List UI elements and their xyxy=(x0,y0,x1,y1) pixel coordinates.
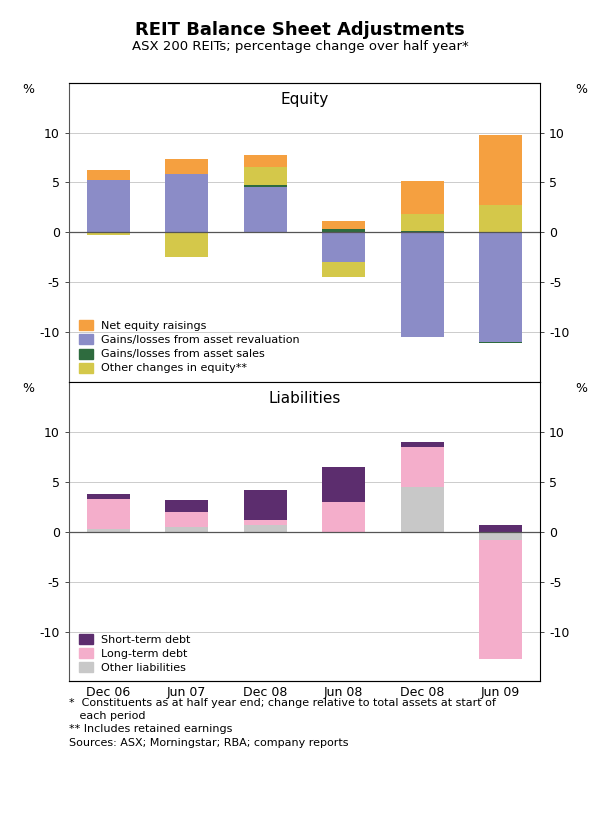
Bar xyxy=(401,447,444,487)
Bar xyxy=(479,525,523,532)
Bar xyxy=(244,155,287,167)
Bar xyxy=(165,174,208,232)
Bar xyxy=(244,490,287,520)
Bar xyxy=(244,520,287,525)
Bar xyxy=(165,527,208,532)
Bar xyxy=(401,232,444,337)
Bar xyxy=(322,232,365,263)
Bar xyxy=(479,206,523,232)
Legend: Short-term debt, Long-term debt, Other liabilities: Short-term debt, Long-term debt, Other l… xyxy=(79,634,191,673)
Bar xyxy=(322,221,365,229)
Text: Equity: Equity xyxy=(280,92,329,107)
Bar xyxy=(479,342,523,343)
Bar xyxy=(86,170,130,180)
Bar xyxy=(401,214,444,230)
Legend: Net equity raisings, Gains/losses from asset revaluation, Gains/losses from asse: Net equity raisings, Gains/losses from a… xyxy=(79,320,300,373)
Bar xyxy=(479,232,523,342)
Bar xyxy=(165,232,208,257)
Bar xyxy=(479,135,523,206)
Bar xyxy=(244,167,287,185)
Text: %: % xyxy=(575,83,587,96)
Bar xyxy=(86,232,130,235)
Bar xyxy=(86,499,130,529)
Bar xyxy=(244,525,287,532)
Bar xyxy=(165,512,208,527)
Text: %: % xyxy=(575,382,587,395)
Bar xyxy=(479,532,523,539)
Bar xyxy=(322,229,365,232)
Bar xyxy=(165,500,208,512)
Bar xyxy=(322,263,365,278)
Text: %: % xyxy=(22,382,34,395)
Bar xyxy=(401,230,444,232)
Bar xyxy=(322,502,365,532)
Text: *  Constituents as at half year end; change relative to total assets at start of: * Constituents as at half year end; chan… xyxy=(69,698,496,748)
Bar xyxy=(401,181,444,214)
Bar xyxy=(86,180,130,232)
Bar xyxy=(322,467,365,502)
Bar xyxy=(401,487,444,532)
Bar xyxy=(86,494,130,499)
Bar xyxy=(86,529,130,532)
Bar xyxy=(401,442,444,447)
Bar xyxy=(165,159,208,174)
Text: Liabilities: Liabilities xyxy=(268,391,341,406)
Bar xyxy=(244,188,287,232)
Text: %: % xyxy=(22,83,34,96)
Text: ASX 200 REITs; percentage change over half year*: ASX 200 REITs; percentage change over ha… xyxy=(131,40,469,53)
Bar xyxy=(244,185,287,188)
Text: REIT Balance Sheet Adjustments: REIT Balance Sheet Adjustments xyxy=(135,21,465,39)
Bar xyxy=(479,539,523,659)
